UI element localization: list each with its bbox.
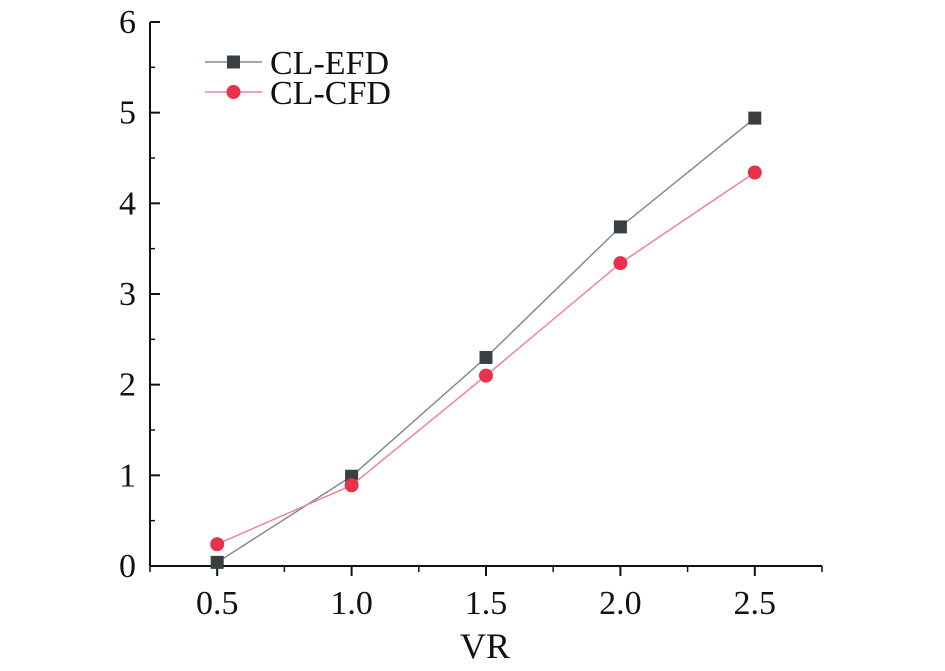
data-point-square — [479, 350, 493, 364]
y-tick-label: 0 — [119, 548, 136, 585]
legend-label: CL-CFD — [270, 75, 391, 112]
x-tick-label: 2.5 — [734, 585, 777, 622]
legend-label: CL-EFD — [270, 45, 389, 82]
data-point-circle — [747, 165, 762, 180]
data-point-circle — [210, 537, 225, 552]
legend-item: CL-CFD — [205, 75, 391, 112]
series-cl-efd — [210, 111, 762, 569]
y-tick-label: 4 — [119, 185, 136, 222]
y-tick-label: 6 — [119, 4, 136, 41]
x-ticks: 0.5 1.0 1.5 2.0 2.5 — [149, 566, 823, 622]
y-tick-label: 5 — [119, 95, 136, 132]
x-tick-label: 1.5 — [465, 585, 508, 622]
x-tick-label: 1.0 — [330, 585, 373, 622]
legend-marker — [226, 85, 241, 99]
data-point-circle — [613, 256, 628, 271]
y-tick-label: 3 — [119, 276, 136, 313]
x-tick-label: 0.5 — [196, 585, 239, 622]
data-point-square — [748, 111, 762, 125]
y-ticks: 0 1 2 3 4 5 6 — [119, 4, 160, 585]
legend-item: CL-EFD — [205, 45, 389, 82]
x-tick-label: 2.0 — [599, 585, 642, 622]
data-point-square — [210, 555, 224, 569]
data-point-circle — [479, 368, 493, 383]
y-tick-label: 1 — [119, 457, 136, 494]
axes — [149, 22, 822, 567]
series-layer — [210, 111, 762, 569]
series-line — [216, 117, 756, 564]
x-axis-title: VR — [460, 626, 510, 666]
series-cl-cfd — [210, 165, 762, 552]
data-point-circle — [344, 478, 359, 493]
legend-marker — [227, 55, 240, 69]
data-point-square — [613, 220, 627, 234]
y-tick-label: 2 — [119, 367, 136, 404]
